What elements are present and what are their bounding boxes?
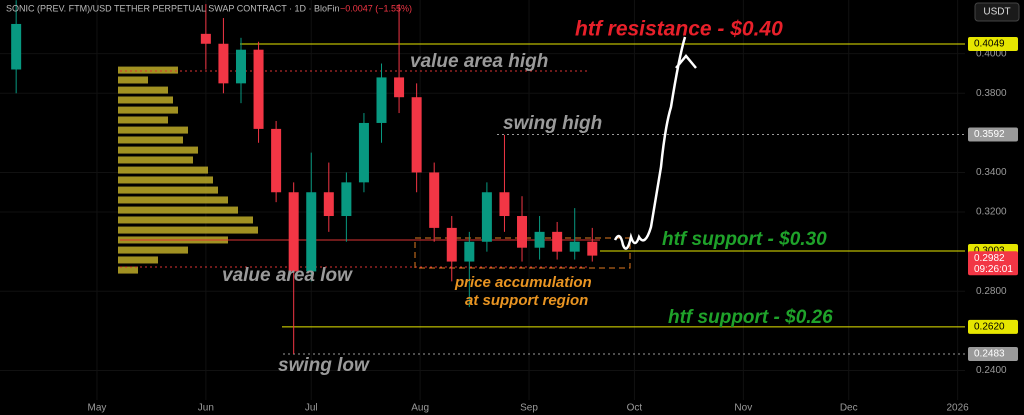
volume-profile-bar [118,126,188,134]
candle-body [341,182,352,217]
y-tick-label: 0.2800 [976,286,1007,297]
candle-body [481,192,492,242]
level-label-box [968,251,1018,276]
x-tick-label: Jul [305,403,318,414]
countdown: 09:26:01 [974,264,1013,275]
candle-body [394,77,405,98]
candle-body [253,49,264,129]
volume-profile-bar [118,176,213,184]
candle-body [288,192,299,272]
level-label-box [968,347,1018,362]
level-label: 0.4049 [974,39,1005,50]
volume-profile-bar [118,66,178,74]
volume-profile-bar [118,246,188,254]
volume-profile-bar [118,146,198,154]
candle-body [271,128,282,193]
annotation: value area low [222,265,353,286]
volume-profile-bar [118,266,138,274]
projection-arrow [613,36,697,250]
volume-profile-bar [118,226,258,234]
candle-body [429,172,440,228]
accumulation-box [414,237,631,269]
currency[interactable]: USDT [983,7,1010,18]
candle-body [587,241,598,256]
volume-profile-bar [118,166,208,174]
annotation: swing low [278,355,370,376]
candle-body [376,77,387,123]
level-label-box [968,36,1018,51]
level-label-box [968,127,1018,142]
candle-body [11,23,22,70]
x-tick-label: Nov [734,403,752,414]
candle-body [411,97,422,173]
candle-body [323,192,334,217]
chart-title: SONIC (PREV. FTM)/USD TETHER PERPETUAL S… [6,3,340,13]
x-tick-label: Oct [627,403,643,414]
price-change: −0.0047 (−1.55%) [340,3,412,13]
candle-body [552,231,563,252]
plot [0,0,965,400]
currency-box[interactable] [974,2,1020,22]
volume-profile-bar [118,196,228,204]
volume-profile-bar [118,76,148,84]
y-tick-label: 0.3200 [976,207,1007,218]
volume-profile-bar [118,256,158,264]
y-tick-label: 0.4000 [976,48,1007,59]
x-tick-label: Sep [520,403,538,414]
candle-body [200,33,211,44]
volume-profile-bar [118,106,178,114]
level-label: 0.2982 [974,253,1005,264]
level-label: 0.2620 [974,322,1005,333]
level-label: 0.3003 [974,246,1005,257]
volume-profile-bar [118,216,253,224]
annotation: htf support - $0.30 [662,229,827,250]
annotation: htf resistance - $0.40 [575,18,783,41]
volume-profile-bar [118,186,218,194]
volume-profile-bar [118,86,168,94]
volume-profile-bar [118,116,168,124]
candle-body [218,43,229,84]
level-label-box [968,319,1018,334]
candle-body [517,216,528,248]
volume-profile-bar [118,206,238,214]
candle-body [235,49,246,84]
candle-body [464,241,475,262]
level-label: 0.3592 [974,129,1005,140]
annotation: htf support - $0.26 [668,307,833,328]
candle-body [499,192,510,217]
candle-body [569,241,580,252]
volume-profile-bar [118,96,173,104]
annotation: at support region [465,292,588,309]
y-tick-label: 0.3800 [976,88,1007,99]
annotation: price accumulation [454,274,592,291]
level-label: 0.2483 [974,349,1005,360]
volume-profile-bar [118,156,193,164]
x-tick-label: Dec [840,403,858,414]
volume-profile-bar [118,136,183,144]
x-tick-label: Jun [198,403,214,414]
x-tick-label: May [88,403,107,414]
candle-body [306,192,317,272]
y-tick-label: 0.3400 [976,167,1007,178]
candle-body [358,122,369,183]
annotation: swing high [503,113,602,134]
annotation: value area high [410,51,548,72]
candle-body [446,227,457,262]
candle-body [534,231,545,248]
x-tick-label: 2026 [946,403,969,414]
x-tick-label: Aug [411,403,429,414]
y-tick-label: 0.2400 [976,365,1007,376]
